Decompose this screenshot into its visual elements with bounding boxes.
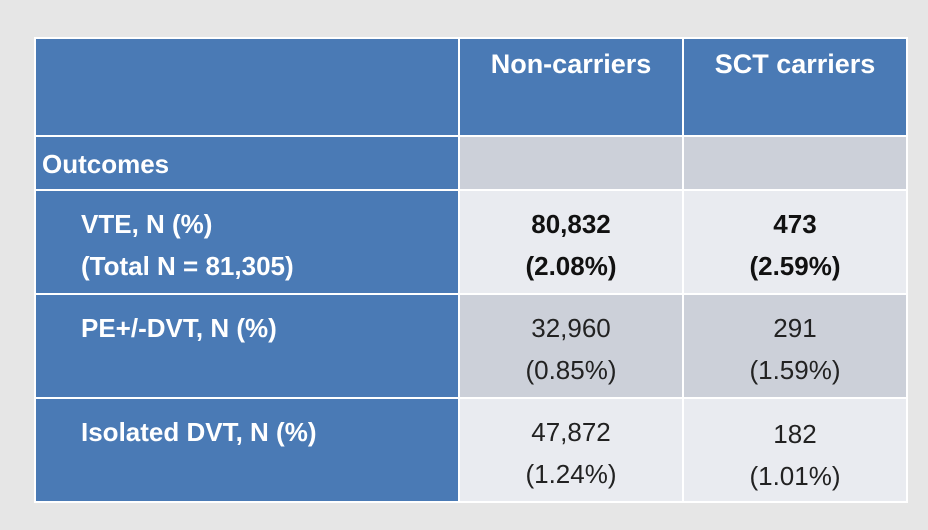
cell-percent: (2.59%): [749, 251, 841, 281]
row-label-line: PE+/-DVT, N (%): [81, 313, 277, 343]
cell-count: 182: [773, 419, 817, 449]
section-row: Outcomes: [34, 135, 908, 191]
cell-count: 32,960: [531, 313, 611, 343]
row-label-line: VTE, N (%): [81, 209, 213, 239]
section-blank-cell: [458, 135, 684, 191]
header-noncarriers: Non-carriers: [458, 37, 684, 137]
row-label-vte: VTE, N (%) (Total N = 81,305): [34, 189, 460, 295]
cell-percent: (1.24%): [525, 459, 617, 489]
cell-noncarriers-isolated-dvt: 47,872 (1.24%): [458, 397, 684, 503]
outcomes-table: Non-carriers SCT carriers Outcomes VTE, …: [34, 37, 908, 503]
cell-count: 47,872: [531, 417, 611, 447]
cell-percent: (1.01%): [749, 461, 841, 491]
row-label-line: Isolated DVT, N (%): [81, 417, 317, 447]
section-label-outcomes: Outcomes: [34, 135, 460, 191]
row-label-isolated-dvt: Isolated DVT, N (%): [34, 397, 460, 503]
cell-percent: (0.85%): [525, 355, 617, 385]
cell-count: 473: [773, 209, 817, 239]
table-row: Isolated DVT, N (%) 47,872 (1.24%) 182 (…: [34, 397, 908, 503]
section-blank-cell: [682, 135, 908, 191]
cell-percent: (2.08%): [525, 251, 617, 281]
cell-noncarriers-pe-dvt: 32,960 (0.85%): [458, 293, 684, 399]
header-row: Non-carriers SCT carriers: [34, 37, 908, 137]
cell-noncarriers-vte: 80,832 (2.08%): [458, 189, 684, 295]
header-sct-carriers: SCT carriers: [682, 37, 908, 137]
table-row: PE+/-DVT, N (%) 32,960 (0.85%) 291 (1.59…: [34, 293, 908, 399]
cell-count: 80,832: [531, 209, 611, 239]
table-row: VTE, N (%) (Total N = 81,305) 80,832 (2.…: [34, 189, 908, 295]
cell-percent: (1.59%): [749, 355, 841, 385]
cell-sct-pe-dvt: 291 (1.59%): [682, 293, 908, 399]
cell-sct-isolated-dvt: 182 (1.01%): [682, 397, 908, 503]
cell-count: 291: [773, 313, 817, 343]
cell-sct-vte: 473 (2.59%): [682, 189, 908, 295]
row-label-line: (Total N = 81,305): [81, 251, 294, 281]
header-corner-cell: [34, 37, 460, 137]
row-label-pe-dvt: PE+/-DVT, N (%): [34, 293, 460, 399]
